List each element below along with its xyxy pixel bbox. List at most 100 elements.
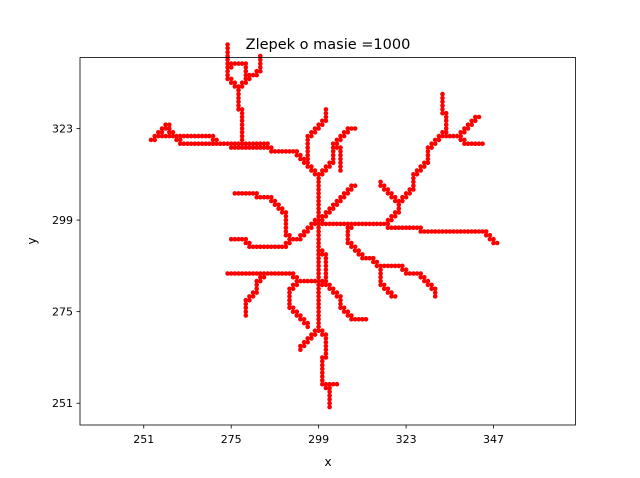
particle-point bbox=[287, 286, 292, 292]
particle-point bbox=[265, 271, 270, 276]
particle-point bbox=[320, 168, 325, 173]
particle-point bbox=[225, 72, 230, 78]
particle-point bbox=[236, 61, 241, 66]
particle-point bbox=[338, 305, 343, 311]
particle-point bbox=[301, 233, 307, 238]
particle-point bbox=[316, 290, 321, 295]
particle-point bbox=[381, 263, 387, 269]
particle-point bbox=[378, 263, 383, 269]
particle-point bbox=[279, 149, 285, 154]
particle-point bbox=[338, 294, 343, 299]
particle-point bbox=[487, 233, 493, 238]
y-axis-label: y bbox=[25, 237, 39, 244]
particle-point bbox=[480, 229, 485, 234]
particle-point bbox=[432, 137, 438, 143]
particle-point bbox=[320, 366, 325, 372]
particle-point bbox=[400, 263, 405, 269]
particle-point bbox=[261, 271, 267, 276]
particle-point bbox=[261, 194, 267, 200]
particle-point bbox=[473, 141, 478, 146]
particle-point bbox=[298, 156, 303, 162]
particle-point bbox=[349, 240, 354, 246]
particle-point bbox=[323, 168, 329, 173]
particle-point bbox=[287, 236, 292, 242]
particle-point bbox=[371, 259, 376, 265]
particle-point bbox=[312, 328, 318, 334]
particle-point bbox=[330, 141, 336, 146]
particle-point bbox=[305, 278, 311, 284]
particle-point bbox=[320, 122, 325, 127]
particle-point bbox=[462, 130, 467, 135]
particle-point bbox=[443, 133, 449, 139]
particle-point bbox=[392, 214, 398, 219]
particle-point bbox=[247, 297, 252, 303]
particle-point bbox=[316, 175, 321, 181]
y-axis-ticks: 251 275 299 323 bbox=[52, 122, 80, 410]
particle-point bbox=[316, 206, 321, 211]
particle-point bbox=[316, 198, 321, 204]
particle-point bbox=[320, 248, 325, 253]
particle-point bbox=[440, 133, 445, 139]
particle-point bbox=[440, 130, 445, 135]
particle-point bbox=[272, 198, 278, 204]
particle-point bbox=[327, 286, 332, 292]
particle-point bbox=[254, 72, 259, 78]
particle-point bbox=[378, 267, 383, 273]
particle-point bbox=[323, 263, 329, 269]
particle-point bbox=[316, 202, 321, 208]
particle-point bbox=[385, 263, 391, 269]
particle-point bbox=[254, 290, 259, 295]
particle-point bbox=[418, 275, 424, 280]
particle-point bbox=[323, 210, 329, 215]
particle-point bbox=[473, 118, 478, 124]
particle-point bbox=[323, 252, 329, 257]
particle-point bbox=[385, 286, 391, 292]
particle-point bbox=[320, 278, 325, 284]
particle-point bbox=[283, 225, 289, 230]
particle-point bbox=[167, 130, 172, 135]
particle-point bbox=[243, 236, 249, 242]
particle-point bbox=[400, 198, 405, 204]
particle-point bbox=[327, 404, 332, 410]
particle-point bbox=[338, 137, 343, 143]
particle-point bbox=[363, 221, 369, 227]
particle-point bbox=[243, 301, 249, 307]
particle-point bbox=[316, 286, 321, 292]
particle-point bbox=[323, 278, 329, 284]
particle-point bbox=[451, 133, 456, 139]
particle-point bbox=[323, 385, 329, 391]
particle-point bbox=[349, 225, 354, 230]
particle-point bbox=[236, 145, 241, 150]
particle-point bbox=[265, 244, 270, 250]
particle-point bbox=[239, 122, 245, 127]
particle-point bbox=[239, 141, 245, 146]
particle-point bbox=[283, 217, 289, 223]
particle-point bbox=[320, 282, 325, 288]
particle-point bbox=[491, 240, 496, 246]
particle-point bbox=[312, 126, 318, 131]
particle-point bbox=[316, 179, 321, 185]
particle-point bbox=[363, 255, 369, 261]
particle-point bbox=[360, 317, 365, 322]
particle-point bbox=[298, 313, 303, 318]
particle-point bbox=[334, 381, 340, 387]
particle-point bbox=[327, 389, 332, 395]
particle-point bbox=[320, 172, 325, 177]
particle-point bbox=[228, 271, 234, 276]
particle-point bbox=[265, 194, 270, 200]
particle-point bbox=[323, 336, 329, 341]
particle-point bbox=[225, 46, 230, 51]
particle-point bbox=[254, 145, 259, 150]
particle-point bbox=[225, 61, 230, 66]
particle-point bbox=[294, 275, 300, 280]
particle-point bbox=[323, 381, 329, 387]
particle-point bbox=[239, 236, 245, 242]
particle-point bbox=[316, 259, 321, 265]
particle-point bbox=[316, 271, 321, 276]
particle-point bbox=[338, 133, 343, 139]
particle-point bbox=[443, 130, 449, 135]
particle-point bbox=[422, 278, 427, 284]
x-tick-label: 347 bbox=[483, 433, 504, 446]
particle-point bbox=[316, 126, 321, 131]
particle-point bbox=[294, 152, 300, 158]
